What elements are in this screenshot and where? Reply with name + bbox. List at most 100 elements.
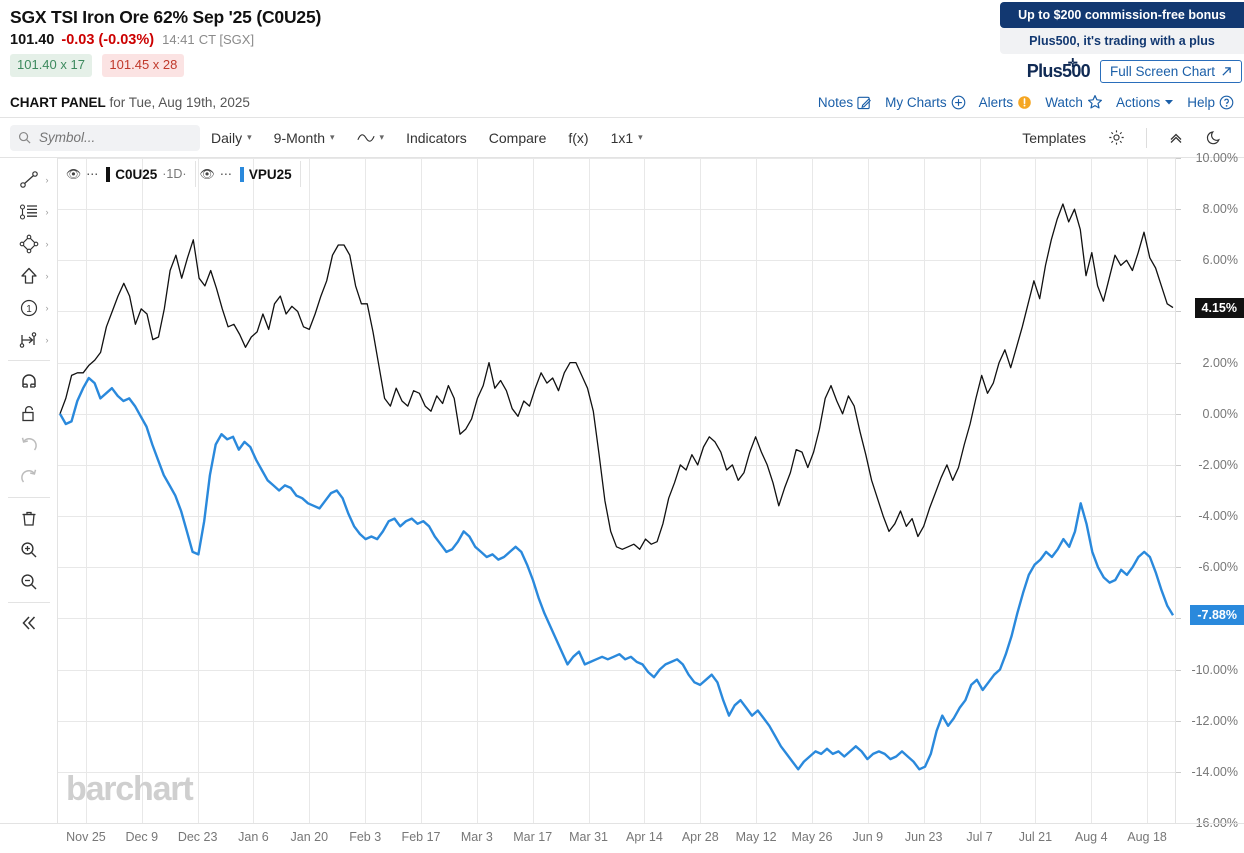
y-tick	[1176, 720, 1181, 722]
chart-toolbar: Daily ▾ 9-Month ▾ ▾ Indicators Compare f…	[0, 118, 1244, 158]
y-axis-label: -10.00%	[1191, 662, 1238, 677]
current-value-badge-c0u25: 4.15%	[1194, 297, 1244, 318]
gridline-vertical	[644, 158, 646, 823]
promo-tagline[interactable]: Plus500, it's trading with a plus	[1000, 28, 1244, 54]
magnet-tool[interactable]	[7, 365, 51, 397]
arrow-tool[interactable]: ›	[7, 260, 51, 292]
templates-button[interactable]: Templates	[1011, 130, 1097, 146]
search-input[interactable]	[37, 129, 177, 146]
chevron-right-icon: ›	[45, 207, 49, 217]
zoom-out-tool[interactable]	[7, 566, 51, 598]
collapse-panel-button[interactable]	[1157, 130, 1195, 146]
full-screen-chart-button[interactable]: Full Screen Chart	[1099, 60, 1242, 83]
gridline-vertical	[309, 158, 311, 823]
gridline-horizontal	[58, 362, 1175, 364]
symbol-search[interactable]	[10, 124, 200, 151]
indicators-button[interactable]: Indicators	[395, 130, 478, 146]
chart-panel-actions: Notes My Charts Alerts Watch	[818, 94, 1234, 110]
bid-ask-row: 101.40 x 17 101.45 x 28	[10, 54, 1234, 77]
x-axis-label: Aug 4	[1074, 830, 1108, 844]
gridline-vertical	[700, 158, 702, 823]
gridline-vertical	[85, 158, 87, 823]
templates-label: Templates	[1022, 129, 1086, 146]
x-axis-label: Jun 9	[852, 830, 884, 844]
x-axis[interactable]: Nov 25 Dec 9 Dec 23 Jan 6 Jan 20 Feb 3 Feb 17 M…	[0, 823, 1244, 853]
theme-toggle-button[interactable]	[1195, 129, 1234, 146]
gridline-horizontal	[58, 413, 1175, 415]
promo-banner[interactable]: Up to $200 commission-free bonus Plus500…	[1000, 2, 1244, 83]
watch-action[interactable]: Watch	[1045, 94, 1103, 110]
zoom-in-tool[interactable]	[7, 534, 51, 566]
shapes-tool[interactable]: ›	[7, 228, 51, 260]
full-screen-chart-label: Full Screen Chart	[1109, 64, 1215, 79]
y-tick	[1176, 413, 1181, 415]
gridline-vertical	[1035, 158, 1037, 823]
ellipsis-icon[interactable]: ⋯	[219, 167, 232, 181]
range-selector[interactable]: 9-Month ▾	[263, 130, 346, 146]
plot-area[interactable]: barchart 👁 ⋯ C0U25 ·1D· 👁 ⋯ VPU25	[58, 158, 1175, 823]
promo-headline[interactable]: Up to $200 commission-free bonus	[1000, 2, 1244, 28]
gridline-vertical	[365, 158, 367, 823]
y-axis-label: -14.00%	[1191, 764, 1238, 779]
alerts-action[interactable]: Alerts	[979, 95, 1033, 110]
toolbar-divider	[7, 602, 50, 603]
gridline-vertical	[1091, 158, 1093, 823]
y-tick	[1176, 362, 1181, 364]
y-tick	[1176, 464, 1181, 466]
fx-button[interactable]: f(x)	[557, 130, 599, 146]
gridline-vertical	[141, 158, 143, 823]
y-tick	[1176, 311, 1181, 313]
gridline-horizontal	[58, 311, 1175, 313]
legend-symbol: VPU25	[248, 166, 292, 182]
layout-selector[interactable]: 1x1 ▾	[600, 130, 654, 146]
eye-icon[interactable]: 👁	[66, 167, 82, 181]
search-icon	[18, 131, 31, 144]
trend-line-tool[interactable]: ›	[7, 164, 51, 196]
ellipsis-icon[interactable]: ⋯	[86, 167, 99, 181]
chevron-right-icon: ›	[45, 271, 49, 281]
y-axis-label: 0.00%	[1202, 406, 1238, 421]
settings-button[interactable]	[1097, 129, 1136, 146]
actions-menu[interactable]: Actions	[1116, 95, 1174, 110]
measure-icon	[19, 332, 36, 348]
legend-item-c0u25[interactable]: 👁 ⋯ C0U25 ·1D·	[62, 161, 196, 187]
layout-label: 1x1	[610, 129, 634, 146]
interval-selector[interactable]: Daily ▾	[200, 130, 263, 146]
lock-open-icon	[21, 406, 34, 422]
number-marker-tool[interactable]: 1 ›	[7, 292, 51, 324]
x-axis-label: May 26	[791, 830, 833, 844]
svg-text:1: 1	[26, 304, 32, 315]
undo-tool[interactable]	[7, 429, 51, 461]
eye-icon[interactable]: 👁	[199, 167, 215, 181]
watch-label: Watch	[1045, 94, 1083, 110]
help-action[interactable]: Help	[1187, 95, 1234, 110]
y-axis-label: -4.00%	[1198, 509, 1238, 524]
chart-type-selector[interactable]: ▾	[346, 132, 396, 144]
legend-item-vpu25[interactable]: 👁 ⋯ VPU25	[196, 161, 301, 187]
line-chart-type-icon	[356, 133, 375, 142]
gridline-horizontal	[58, 669, 1175, 671]
bid-quote: 101.40 x 17	[10, 54, 92, 77]
gridline-vertical	[1147, 158, 1149, 823]
x-axis-label: Mar 17	[513, 830, 553, 844]
gridline-vertical	[476, 158, 478, 823]
gridline-vertical	[532, 158, 534, 823]
compare-button[interactable]: Compare	[478, 130, 558, 146]
redo-tool[interactable]	[7, 461, 51, 493]
measure-tool[interactable]: ›	[7, 324, 51, 356]
notes-action[interactable]: Notes	[818, 95, 872, 110]
delete-tool[interactable]	[7, 502, 51, 534]
collapse-toolbar[interactable]	[7, 607, 51, 639]
annotation-tool[interactable]: ›	[7, 196, 51, 228]
y-tick	[1176, 516, 1181, 518]
y-axis-label: -2.00%	[1198, 457, 1238, 472]
y-axis[interactable]: 10.00%8.00%6.00%4.00%2.00%0.00%-2.00%-4.…	[1175, 151, 1244, 830]
page-title: SGX TSI Iron Ore 62% Sep '25 (C0U25)	[10, 7, 322, 27]
quote-exchange: CT [SGX]	[198, 32, 255, 47]
circle-one-icon: 1	[20, 299, 37, 317]
lock-tool[interactable]	[7, 397, 51, 429]
x-axis-label: Jun 23	[904, 830, 943, 844]
y-axis-label: 8.00%	[1202, 202, 1238, 217]
chevron-down-icon: ▾	[330, 132, 335, 142]
my-charts-action[interactable]: My Charts	[885, 95, 966, 110]
